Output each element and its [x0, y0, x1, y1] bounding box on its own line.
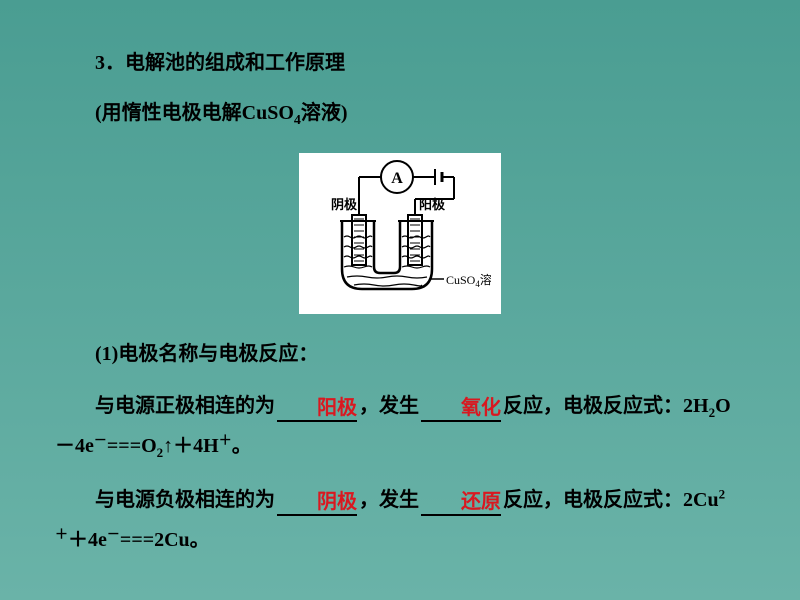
paragraph-cathode: 与电源负极相连的为阴极，发生还原反应，电极反应式：2Cu2 ＋＋4e－===2Cu… [55, 480, 745, 560]
blank-reduction: 还原 [421, 488, 501, 516]
electrolysis-cell-diagram: A 阴极 阳极 [299, 153, 501, 314]
p1-mid2: 反应，电极反应式：2H [503, 395, 709, 417]
solution-label: CuSO4溶液 [446, 272, 491, 289]
p1-eqn-prefix: －4e [55, 435, 94, 457]
p2-eqn-prefix: ＋ [55, 526, 68, 541]
p1-mid1: ，发生 [359, 395, 419, 417]
p1-mid3: O [715, 395, 731, 417]
p1-eqn-mid: ===O [107, 435, 157, 457]
p2-sup2: － [107, 526, 120, 541]
blank-cathode: 阴极 [277, 488, 357, 516]
paragraph-anode: 与电源正极相连的为阳极，发生氧化反应，电极反应式：2H2O－4e－===O2↑＋… [55, 386, 745, 466]
p1-prefix: 与电源正极相连的为 [95, 395, 275, 417]
blank-oxidation: 氧化 [421, 394, 501, 422]
subtitle-suffix: 溶液) [301, 102, 348, 124]
p1-sup1: － [94, 432, 107, 447]
cathode-label: 阴极 [331, 197, 358, 212]
p1-sup2: ＋ [219, 432, 232, 447]
ammeter-label: A [391, 170, 403, 187]
p2-mid1: ，发生 [359, 489, 419, 511]
p2-eqn-mid1: ＋4e [68, 529, 107, 551]
p2-sup1: 2 [719, 486, 726, 501]
subtitle-sub: 4 [294, 113, 301, 128]
anode-label: 阳极 [419, 197, 446, 212]
subtitle: (用惰性电极电解CuSO4溶液) [55, 95, 745, 133]
figure-container: A 阴极 阳极 [55, 153, 745, 314]
p1-eqn-suffix: ↑＋4H [163, 435, 219, 457]
p2-mid2: 反应，电极反应式：2Cu [503, 489, 719, 511]
p2-eqn-mid2: ===2Cu。 [120, 529, 210, 551]
p1-period: 。 [232, 435, 252, 457]
blank-anode: 阳极 [277, 394, 357, 422]
subtitle-prefix: (用惰性电极电解CuSO [95, 102, 294, 124]
p2-prefix: 与电源负极相连的为 [95, 489, 275, 511]
section-heading: 3．电解池的组成和工作原理 [55, 45, 745, 81]
section-label: (1)电极名称与电极反应： [55, 336, 745, 372]
